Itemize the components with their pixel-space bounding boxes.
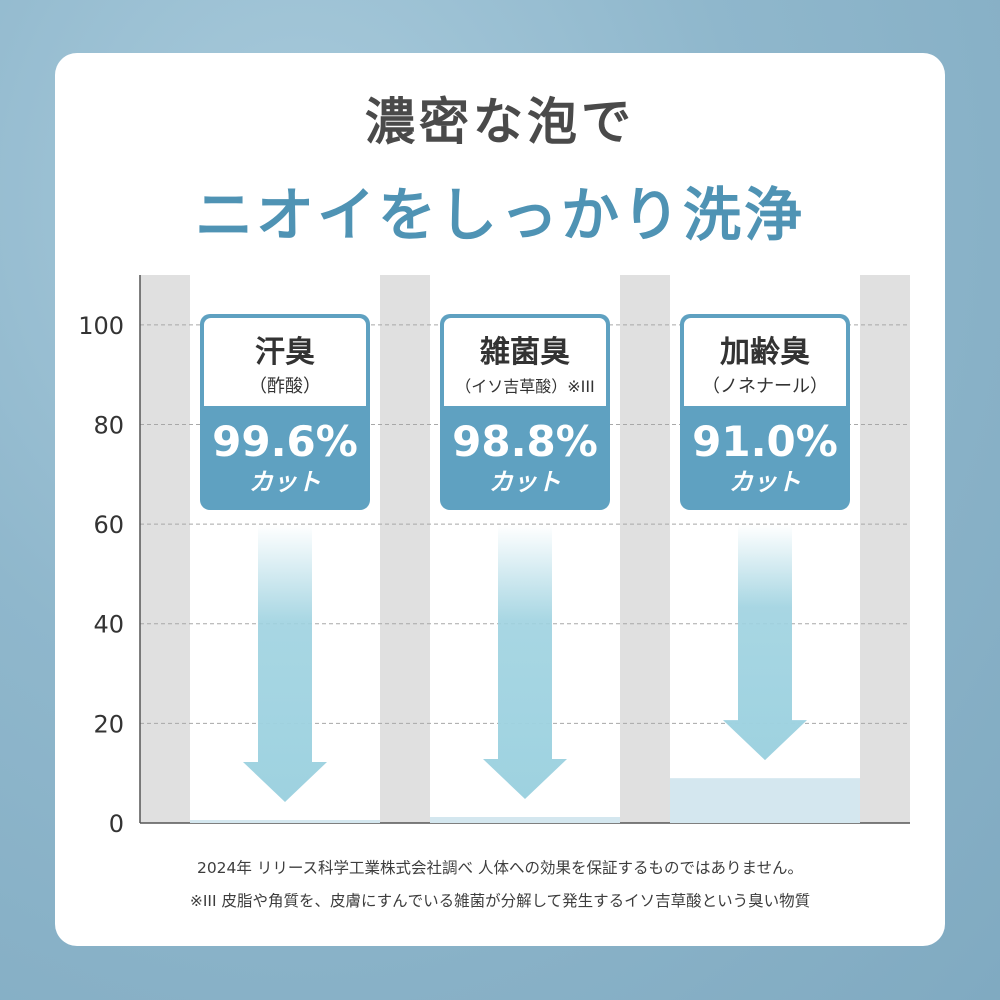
reduction-percent: 98.8% [452, 417, 598, 466]
y-tick-label: 100 [78, 312, 124, 340]
reduction-arrow [243, 525, 327, 802]
headline-line-1: 濃密な泡で [365, 93, 635, 151]
cut-label: カット [249, 468, 321, 496]
category-name: 加齢臭 [720, 335, 810, 370]
headline-line-2: ニオイをしっかり洗浄 [194, 181, 805, 249]
remaining-bar [670, 778, 860, 823]
y-tick-label: 0 [109, 810, 124, 838]
footnote-source: 2024年 リリース科学工業株式会社調べ 人体への効果を保証するものではありませ… [196, 859, 804, 877]
y-tick-label: 40 [93, 611, 124, 639]
remaining-bar [430, 817, 620, 823]
reduction-percent: 99.6% [212, 417, 358, 466]
label-box-top-fill [204, 374, 366, 406]
reduction-arrow [483, 525, 567, 800]
category-name: 雑菌臭 [479, 335, 570, 370]
y-tick-label: 80 [93, 411, 124, 439]
cut-label: カット [729, 468, 801, 496]
cut-label: カット [489, 468, 561, 496]
category-subtitle: （ノネナール） [702, 376, 828, 397]
label-box-top-fill [684, 374, 846, 406]
label-box-top-fill [444, 374, 606, 406]
footnote-definition: ※III 皮脂や角質を、皮膚にすんでいる雑菌が分解して発生するイソ吉草酸という臭… [189, 892, 811, 910]
category-subtitle: （酢酸） [249, 376, 321, 397]
category-name: 汗臭 [255, 335, 315, 370]
remaining-bar [190, 820, 380, 823]
y-tick-label: 20 [93, 710, 124, 738]
reduction-arrow [723, 525, 807, 761]
reduction-percent: 91.0% [692, 417, 838, 466]
y-tick-label: 60 [93, 511, 124, 539]
category-subtitle: （イソ吉草酸）※III [455, 377, 595, 396]
